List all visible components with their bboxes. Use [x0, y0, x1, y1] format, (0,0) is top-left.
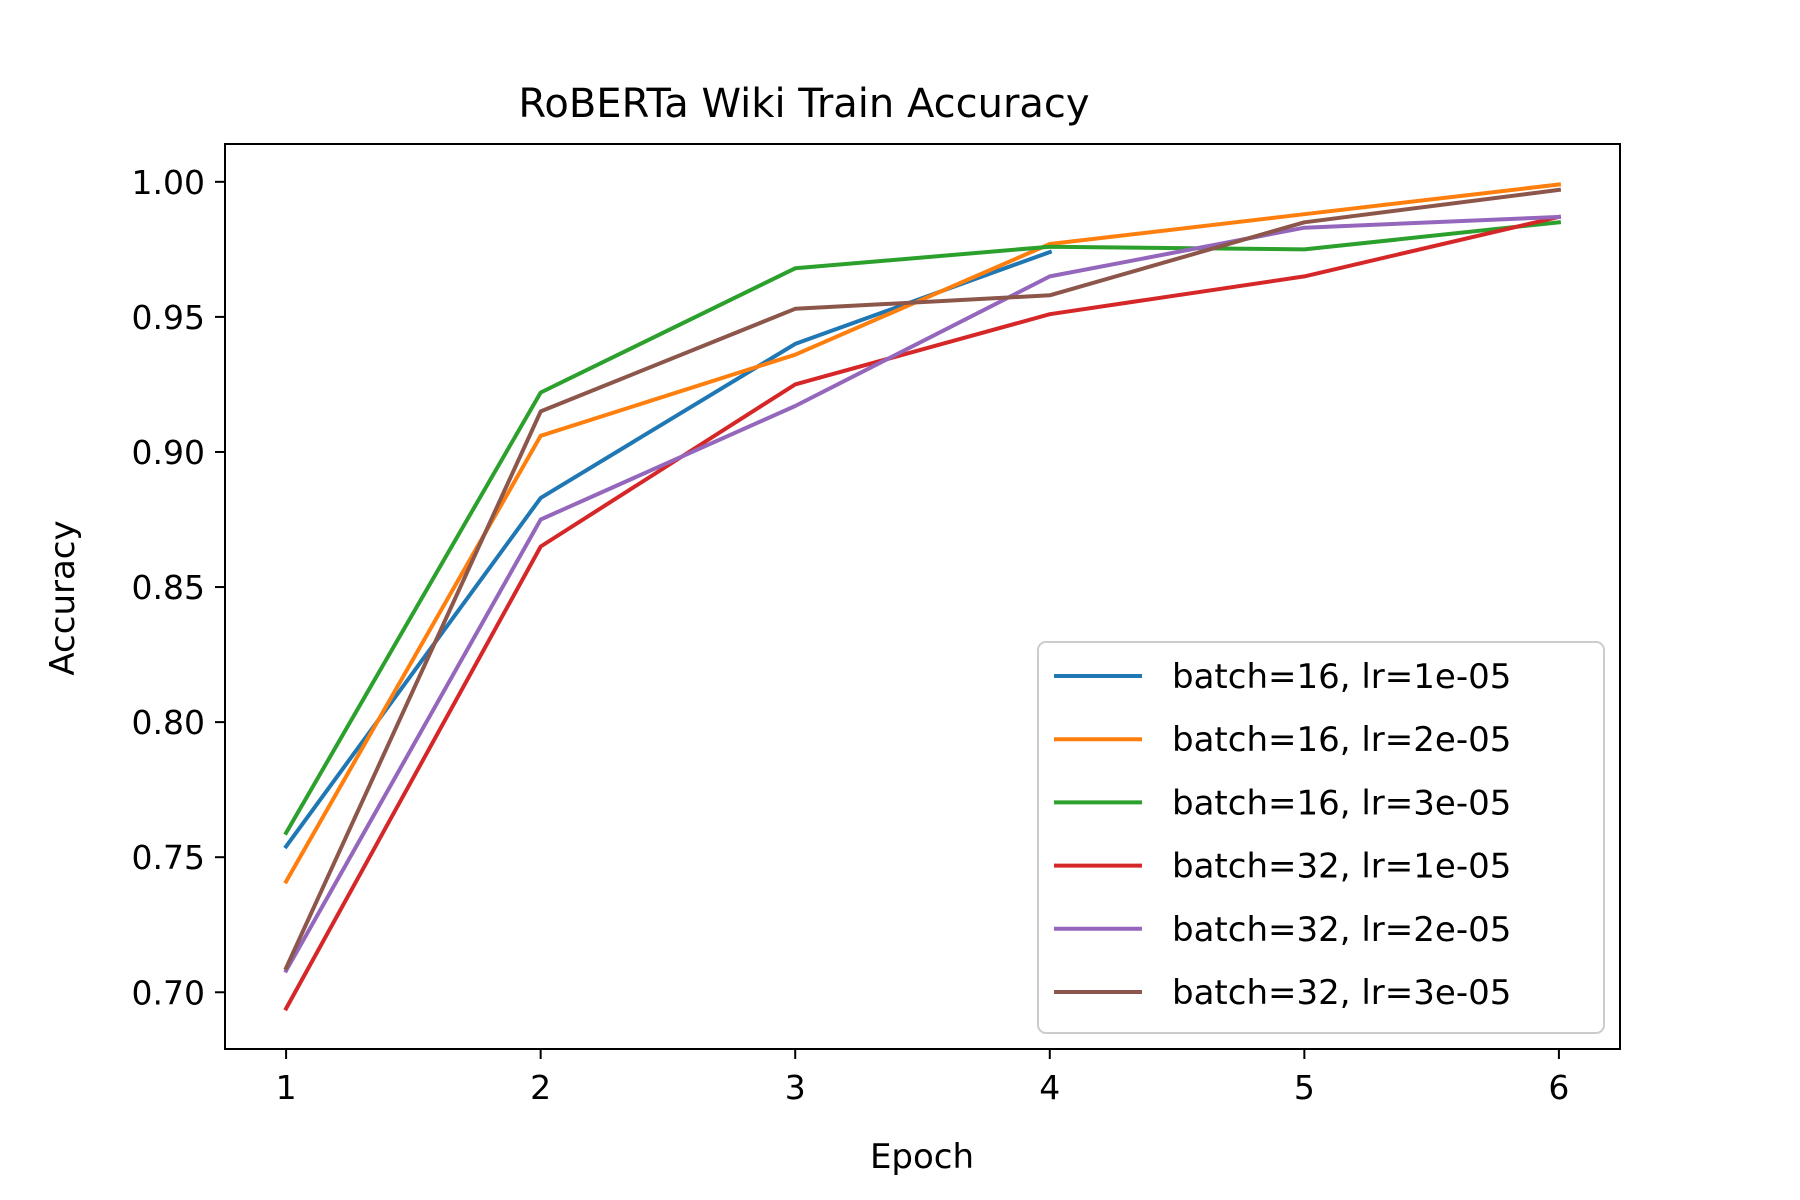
- y-tick-label: 0.85: [132, 568, 205, 607]
- series-line-1: [283, 249, 1053, 850]
- y-tick-label: 0.95: [132, 298, 205, 337]
- y-tick-label: 0.75: [132, 838, 205, 877]
- legend: batch=16, lr=1e-05 batch=16, lr=2e-05 batc…: [1037, 641, 1605, 1034]
- plot-frame: [224, 143, 1621, 1050]
- series-line-4: [283, 214, 1562, 1012]
- x-axis: 1 2 3 4 5 6: [276, 1049, 1569, 1107]
- series-line-2: [283, 182, 1562, 885]
- y-tick-label: 0.70: [132, 973, 205, 1012]
- chart-title: RoBERTa Wiki Train Accuracy: [518, 81, 1089, 127]
- x-tick-label: 5: [1294, 1068, 1315, 1107]
- legend-label-2: batch=16, lr=2e-05: [1172, 720, 1511, 760]
- series-layer: [283, 182, 1562, 1012]
- y-tick-label: 0.80: [132, 703, 205, 742]
- legend-label-1: batch=16, lr=1e-05: [1172, 657, 1511, 697]
- legend-label-3: batch=16, lr=3e-05: [1172, 783, 1511, 823]
- series-line-6: [283, 187, 1562, 971]
- y-tick-label: 0.90: [132, 433, 205, 472]
- legend-label-5: batch=32, lr=2e-05: [1172, 910, 1511, 950]
- series-line-5: [283, 214, 1561, 974]
- legend-label-6: batch=32, lr=3e-05: [1172, 973, 1511, 1013]
- y-axis: 0.70 0.75 0.80 0.85 0.90 0.95 1.00: [132, 163, 225, 1012]
- series-line-3: [283, 220, 1562, 836]
- x-tick-label: 3: [785, 1068, 806, 1107]
- x-tick-label: 4: [1039, 1068, 1060, 1107]
- legend-frame: [1037, 641, 1605, 1034]
- legend-label-4: batch=32, lr=1e-05: [1172, 847, 1511, 887]
- x-tick-label: 2: [530, 1068, 551, 1107]
- x-tick-label: 1: [276, 1068, 297, 1107]
- x-tick-label: 6: [1548, 1068, 1569, 1107]
- y-axis-label: Accuracy: [43, 520, 83, 675]
- x-axis-label: Epoch: [870, 1137, 974, 1177]
- y-tick-label: 1.00: [132, 163, 205, 202]
